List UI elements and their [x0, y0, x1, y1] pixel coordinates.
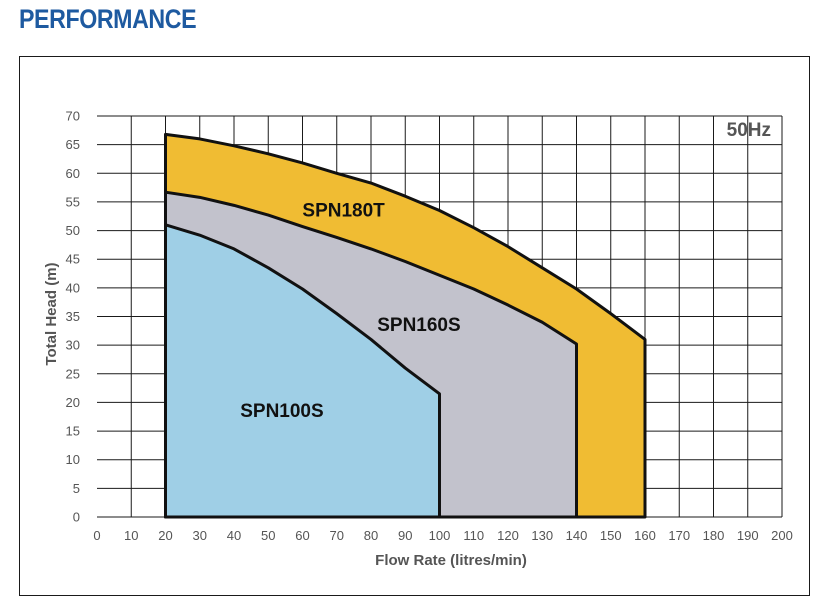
y-tick-label: 65 — [66, 137, 80, 152]
x-tick-label: 160 — [634, 528, 656, 543]
x-tick-label: 100 — [429, 528, 451, 543]
x-tick-label: 200 — [771, 528, 793, 543]
x-tick-label: 120 — [497, 528, 519, 543]
x-tick-label: 10 — [124, 528, 138, 543]
y-tick-label: 20 — [66, 395, 80, 410]
y-axis-title: Total Head (m) — [43, 262, 60, 365]
frequency-annotation: 50Hz — [727, 120, 771, 141]
x-axis-title: Flow Rate (litres/min) — [375, 552, 527, 569]
y-tick-label: 60 — [66, 166, 80, 181]
tick-labels: 0 10 20 30 40 50 60 70 80 90 100 110 120 130 140 150 160… — [66, 109, 793, 544]
x-tick-label: 20 — [158, 528, 172, 543]
y-tick-label: 15 — [66, 424, 80, 439]
x-tick-label: 150 — [600, 528, 622, 543]
y-tick-label: 0 — [73, 510, 80, 525]
x-tick-label: 190 — [737, 528, 759, 543]
x-tick-label: 60 — [295, 528, 309, 543]
x-tick-label: 170 — [668, 528, 690, 543]
y-tick-label: 45 — [66, 252, 80, 267]
series-label-spn100s: SPN100S — [240, 401, 323, 422]
y-tick-label: 50 — [66, 223, 80, 238]
y-tick-label: 25 — [66, 366, 80, 381]
performance-chart: 0 10 20 30 40 50 60 70 80 90 100 110 120 130 140 150 160… — [43, 109, 793, 570]
x-tick-label: 80 — [364, 528, 378, 543]
series-label-spn160s: SPN160S — [377, 315, 460, 336]
page-heading: PERFORMANCE — [19, 4, 197, 34]
y-tick-label: 55 — [66, 194, 80, 209]
x-tick-label: 50 — [261, 528, 275, 543]
x-tick-label: 40 — [227, 528, 241, 543]
series-labels: SPN180T SPN160S SPN100S — [240, 200, 460, 422]
y-tick-label: 30 — [66, 338, 80, 353]
x-tick-label: 140 — [566, 528, 588, 543]
x-tick-label: 30 — [193, 528, 207, 543]
y-tick-label: 40 — [66, 280, 80, 295]
y-tick-label: 35 — [66, 309, 80, 324]
x-tick-label: 110 — [463, 528, 484, 543]
y-tick-label: 10 — [66, 452, 80, 467]
y-tick-label: 70 — [66, 109, 80, 124]
x-tick-label: 90 — [398, 528, 412, 543]
x-tick-label: 0 — [93, 528, 100, 543]
y-tick-label: 5 — [73, 481, 80, 496]
area-spn100s — [164, 223, 441, 519]
x-tick-label: 180 — [703, 528, 725, 543]
curve-areas — [164, 132, 647, 519]
series-label-spn180t: SPN180T — [302, 200, 385, 221]
x-tick-label: 70 — [330, 528, 344, 543]
chart-frame: 0 10 20 30 40 50 60 70 80 90 100 110 120 130 140 150 160… — [19, 56, 810, 596]
x-tick-label: 130 — [531, 528, 553, 543]
